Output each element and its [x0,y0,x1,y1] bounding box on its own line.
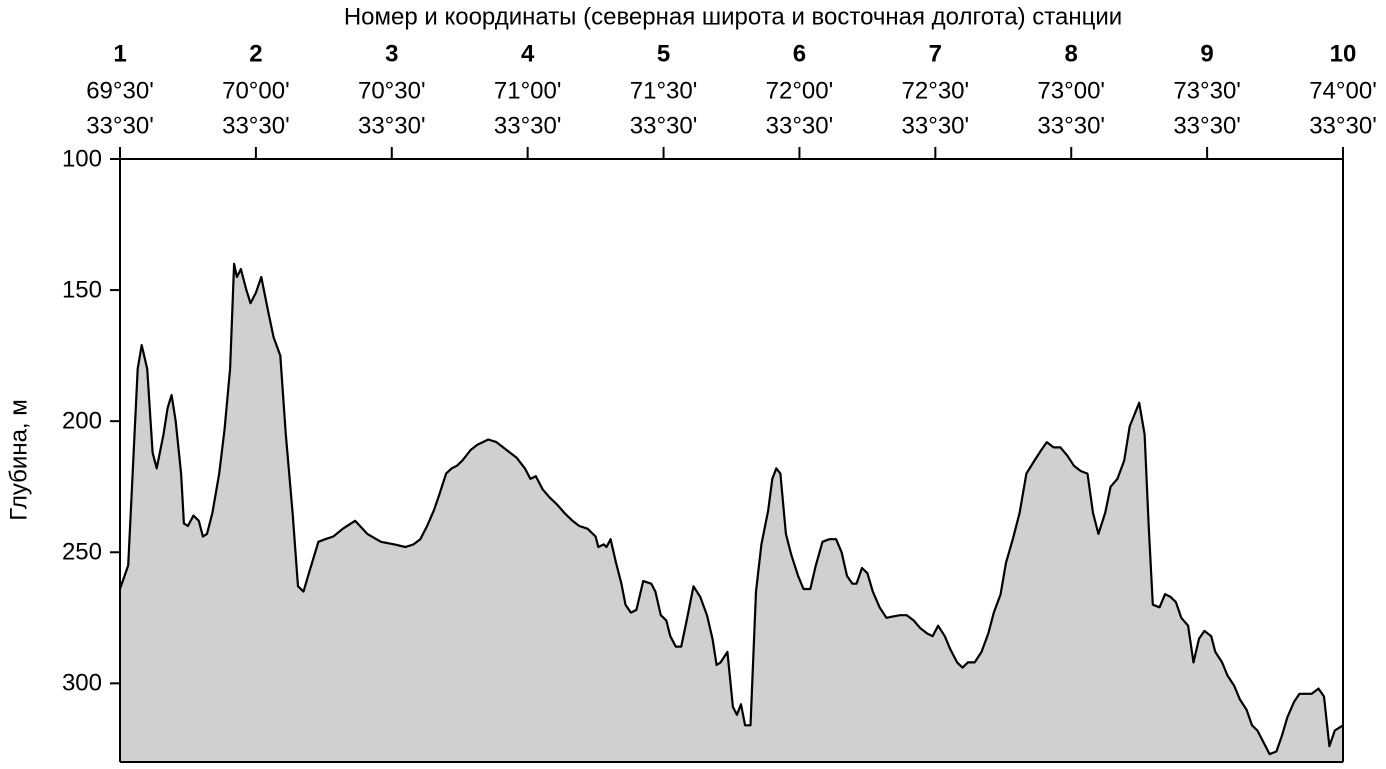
depth-area [120,263,1343,762]
station-number: 7 [929,40,942,67]
chart-title: Номер и координаты (северная широта и во… [344,3,1122,30]
y-tick-label: 300 [62,670,102,697]
station-lon: 33°30' [358,112,426,139]
station-lat: 70°30' [358,77,426,104]
station-number: 2 [249,40,262,67]
station-lat: 74°00' [1309,77,1377,104]
station-lat: 69°30' [86,77,154,104]
depth-line [118,262,1344,756]
station-lon: 33°30' [630,112,698,139]
station-number: 4 [521,40,535,67]
station-lon: 33°30' [86,112,154,139]
station-number: 8 [1065,40,1078,67]
station-lat: 72°00' [766,77,834,104]
station-lon: 33°30' [494,112,562,139]
station-lon: 33°30' [902,112,970,139]
y-tick-label: 150 [62,276,102,303]
y-tick-label: 100 [62,145,102,172]
station-lat: 71°00' [494,77,562,104]
station-lat: 71°30' [630,77,698,104]
station-lat: 73°30' [1173,77,1241,104]
station-number: 5 [657,40,670,67]
station-lat: 72°30' [902,77,970,104]
y-axis-label: Глубина, м [5,399,32,521]
y-tick-label: 250 [62,539,102,566]
station-lon: 33°30' [766,112,834,139]
station-number: 10 [1330,40,1357,67]
station-lon: 33°30' [1173,112,1241,139]
station-number: 6 [793,40,806,67]
station-lon: 33°30' [222,112,290,139]
station-lon: 33°30' [1037,112,1105,139]
y-tick-label: 200 [62,408,102,435]
station-lat: 70°00' [222,77,290,104]
station-number: 1 [113,40,126,67]
station-number: 3 [385,40,398,67]
station-lat: 73°00' [1037,77,1105,104]
station-lon: 33°30' [1309,112,1377,139]
station-number: 9 [1200,40,1213,67]
